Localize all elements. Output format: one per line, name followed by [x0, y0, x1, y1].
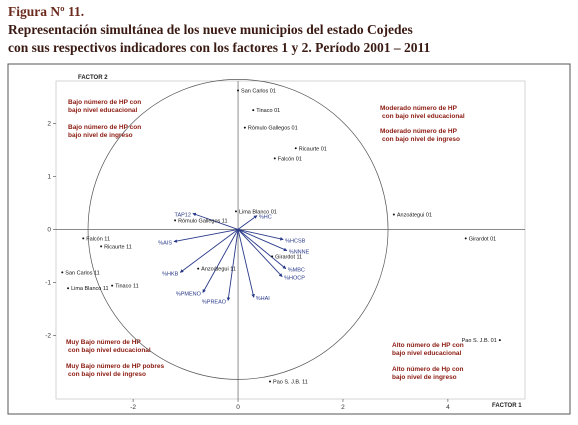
y-tick-label: -2	[45, 332, 51, 339]
vector-label: %AIS	[158, 241, 172, 247]
plot-frame	[55, 80, 526, 400]
vector-label: %MBC	[288, 268, 305, 274]
point-label: Lima Blanco 01	[239, 209, 277, 215]
vector-label: %HCSB	[285, 238, 306, 244]
point	[67, 287, 70, 290]
annotation: con bajo nivel de ingreso	[382, 136, 460, 143]
point-label: San Carlos 11	[65, 270, 99, 276]
loading-vector	[237, 228, 284, 241]
figure-caption: Representación simultánea de los nueve m…	[8, 22, 413, 37]
vector-label: %NNNE	[289, 250, 310, 256]
point	[82, 237, 85, 240]
figure-caption: con sus respectivos indicadores con los …	[8, 40, 430, 55]
x-tick-label: 0	[236, 404, 240, 411]
point	[243, 126, 246, 129]
annotation: con bajo nivel educacional	[68, 347, 151, 354]
annotation: bajo nivel de ingreso	[68, 132, 133, 139]
point-label: San Carlos 01	[241, 89, 276, 95]
annotation: Muy Bajo número de HP	[66, 339, 141, 346]
point-label: Rómulo Gallegos 11	[178, 218, 227, 224]
annotation: bajo nivel educacional	[392, 350, 462, 357]
vector-label: %HC	[259, 215, 272, 221]
loading-vector	[192, 212, 239, 230]
point	[464, 237, 467, 240]
vector-label: %PMENO	[176, 291, 202, 297]
loading-vector	[237, 228, 288, 252]
loading-vector	[179, 229, 239, 273]
vector-label: %PREAO	[202, 299, 227, 305]
x-tick-label: 4	[446, 404, 450, 411]
annotation: Bajo número de HP con	[68, 99, 141, 106]
x-tick-label: 2	[341, 404, 345, 411]
point-label: Pao S. J.B. 01	[462, 338, 497, 344]
point-label: Ricaurte 11	[104, 244, 132, 250]
vector-label: %HKB	[162, 271, 179, 277]
point-label: Rómulo Gallegos 01	[248, 126, 298, 132]
vector-label: %HOCP	[284, 276, 305, 282]
point	[234, 210, 237, 213]
loading-vector	[173, 228, 239, 243]
y-axis-title: FACTOR 2	[78, 75, 108, 81]
point-label: Anzoátegui 11	[201, 267, 236, 273]
loading-vector	[202, 229, 239, 293]
point	[61, 271, 64, 274]
figure-label: Figura Nº 11.	[8, 4, 84, 19]
annotation: Muy Bajo número de HP pobres	[66, 363, 165, 370]
point	[273, 157, 276, 160]
point	[498, 339, 501, 342]
point	[174, 219, 177, 222]
point-label: Tinaco 01	[256, 108, 280, 114]
annotation: Moderado número de HP	[380, 128, 458, 135]
figure-frame	[7, 63, 571, 415]
point-label: Tinaco 11	[115, 284, 139, 290]
point-label: Lima Blanco 11	[71, 286, 109, 292]
loading-vector	[237, 229, 283, 278]
loading-vector	[237, 229, 255, 298]
annotation: con bajo nivel de ingreso	[68, 371, 146, 378]
point	[252, 109, 255, 112]
point-label: Falcón 01	[278, 156, 302, 162]
vector-label: %HAI	[256, 296, 271, 302]
vector-label: TAP12	[175, 213, 191, 219]
y-tick-label: 0	[47, 226, 51, 233]
annotation: Moderado número de HP	[380, 105, 458, 112]
annotation: con bajo nivel educacional	[382, 113, 465, 120]
point	[294, 147, 297, 150]
point	[100, 245, 103, 248]
y-tick-label: 2	[47, 120, 51, 127]
annotation: Alto número de HP con	[392, 342, 464, 349]
point	[271, 255, 274, 258]
point-label: Ricaurte 01	[299, 146, 327, 152]
loading-vector	[226, 229, 239, 302]
correlation-circle	[87, 79, 389, 380]
annotations: Bajo número de HP con bajo nivel educaci…	[66, 99, 465, 381]
point-label: Pao S. J.B. 11	[273, 380, 308, 386]
point	[111, 284, 114, 287]
point	[197, 267, 200, 270]
loading-vector	[237, 215, 258, 230]
point-label: Falcón 11	[86, 236, 110, 242]
y-tick-label: -1	[45, 279, 51, 286]
annotation: Alto número de Hp con	[392, 366, 464, 373]
point-label: Girardot 01	[469, 236, 497, 242]
y-tick-label: 1	[47, 173, 51, 180]
annotation: Bajo número de HP con	[68, 124, 141, 131]
point	[392, 213, 395, 216]
x-tick-label: -2	[130, 404, 136, 411]
x-axis-title: FACTOR 1	[492, 403, 522, 409]
point	[237, 89, 240, 92]
point	[269, 380, 272, 383]
point-label: Girardot 11	[275, 254, 302, 260]
point-label: Anzoátegui 01	[397, 213, 432, 219]
annotation: bajo nivel educacional	[68, 107, 138, 114]
loading-vector	[237, 229, 287, 270]
annotation: bajo nivel de ingreso	[392, 374, 457, 381]
